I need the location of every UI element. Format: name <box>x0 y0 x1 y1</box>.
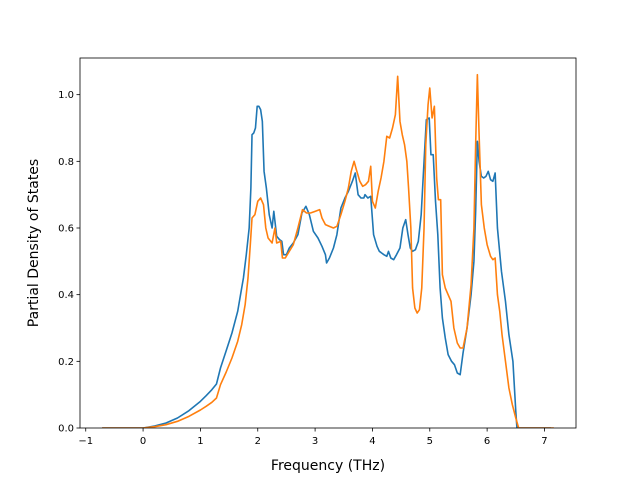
series-lines <box>102 73 554 428</box>
y-tick-label: 0.6 <box>58 224 74 235</box>
x-axis-label: Frequency (THz) <box>271 458 385 474</box>
series-line-2 <box>102 73 554 428</box>
x-tick-label: 7 <box>541 436 547 447</box>
x-tick-label: 2 <box>255 436 261 447</box>
x-tick-label: 3 <box>312 436 318 447</box>
plot-frame <box>79 57 577 429</box>
x-tick-label: 5 <box>427 436 433 447</box>
y-axis-label: Partial Density of States <box>26 159 42 327</box>
x-tick-label: −1 <box>78 436 93 447</box>
series-line-1 <box>102 105 551 428</box>
y-tick-label: 0.2 <box>58 357 74 368</box>
x-tick-label: 4 <box>369 436 375 447</box>
x-tick-label: 0 <box>140 436 146 447</box>
x-tick-label: 1 <box>197 436 203 447</box>
y-tick-label: 1.0 <box>58 90 74 101</box>
y-tick-label: 0.0 <box>58 424 74 435</box>
x-axis-ticks: −1 0 1 2 3 4 5 6 7 <box>78 428 548 447</box>
y-axis-ticks: 0.0 0.2 0.4 0.6 0.8 1.0 <box>58 90 80 435</box>
y-tick-label: 0.8 <box>58 157 74 168</box>
y-tick-label: 0.4 <box>58 290 74 301</box>
x-tick-label: 6 <box>484 436 490 447</box>
